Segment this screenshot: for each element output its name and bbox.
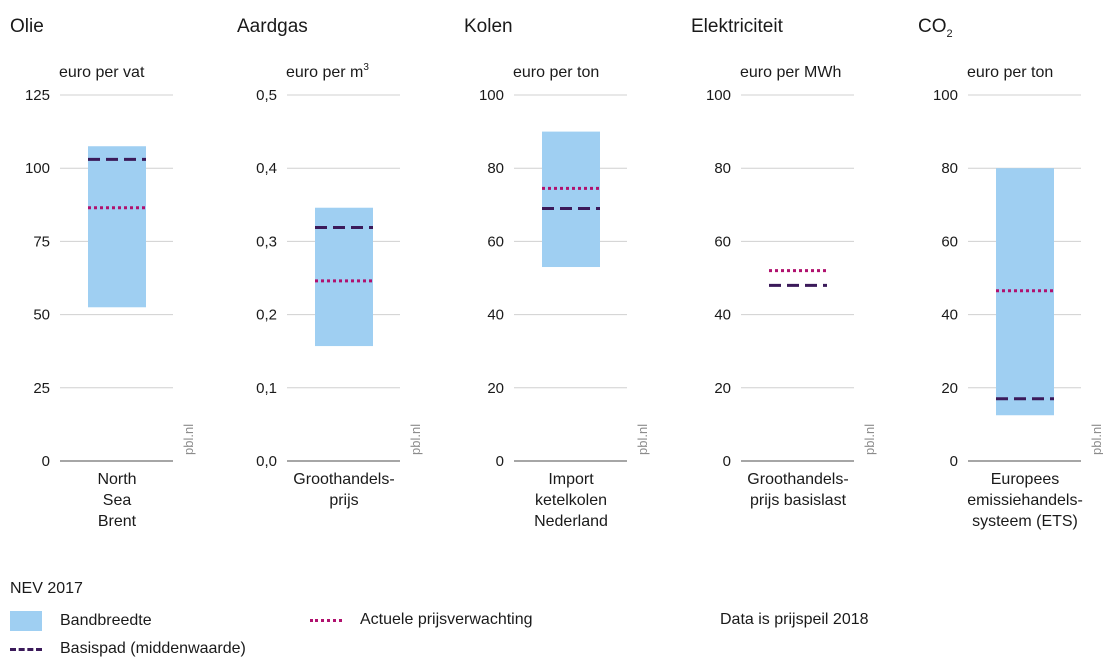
panel3-category-label: Nederland [534, 513, 608, 530]
panel3-tick-label: 0 [496, 453, 504, 470]
panel5-tick-label: 20 [941, 380, 958, 397]
panel1-tick-label: 0 [42, 453, 50, 470]
panel4-unit-label: euro per MWh [740, 64, 841, 81]
panel1-tick-label: 125 [25, 87, 50, 104]
panel5-tick-label: 0 [950, 453, 958, 470]
panel4-tick-label: 0 [723, 453, 731, 470]
panel2-tick-label: 0,2 [256, 307, 277, 324]
panel4-title: Elektriciteit [691, 16, 784, 37]
panel2-unit-label: euro per m3 [286, 62, 369, 81]
panel4-category-label: Groothandels- [747, 471, 848, 488]
panel1-category-label: Brent [98, 513, 137, 530]
panel3-category-label: ketelkolen [535, 492, 607, 509]
panel4-category-label: prijs basislast [750, 492, 847, 509]
panel4-tick-label: 40 [714, 307, 731, 324]
panel5-unit-label: euro per ton [967, 64, 1053, 81]
panel4-watermark: pbl.nl [862, 424, 877, 455]
panel2-category-label: Groothandels- [293, 471, 394, 488]
panel3-tick-label: 40 [487, 307, 504, 324]
panel4-tick-label: 60 [714, 233, 731, 250]
panel3-tick-label: 20 [487, 380, 504, 397]
panel5-tick-label: 80 [941, 160, 958, 177]
panel1-category-label: North [97, 471, 136, 488]
panel1-unit-label: euro per vat [59, 64, 145, 81]
panel3-tick-label: 60 [487, 233, 504, 250]
panel5-tick-label: 60 [941, 233, 958, 250]
panel1-tick-label: 75 [33, 233, 50, 250]
panel4-tick-label: 100 [706, 87, 731, 104]
panel5-tick-label: 40 [941, 307, 958, 324]
panel1-watermark: pbl.nl [181, 424, 196, 455]
panel1-tick-label: 25 [33, 380, 50, 397]
panel2-watermark: pbl.nl [408, 424, 423, 455]
panel1-range-band [88, 146, 146, 308]
panel2-tick-label: 0,0 [256, 453, 277, 470]
panel1-category-label: Sea [103, 492, 132, 509]
panel3-watermark: pbl.nl [635, 424, 650, 455]
panel5-tick-label: 100 [933, 87, 958, 104]
panel2-tick-label: 0,1 [256, 380, 277, 397]
panel5-category-label: Europees [991, 471, 1060, 488]
panel2-category-label: prijs [329, 492, 358, 509]
panel5-title: CO2 [918, 16, 953, 40]
panel2-title: Aardgas [237, 16, 308, 37]
panel5-watermark: pbl.nl [1089, 424, 1103, 455]
panel2-range-band [315, 207, 373, 347]
panel2-tick-label: 0,3 [256, 233, 277, 250]
panel4-tick-label: 20 [714, 380, 731, 397]
panel5-category-label: systeem (ETS) [972, 513, 1078, 530]
panel3-unit-label: euro per ton [513, 64, 599, 81]
panel3-category-label: Import [548, 471, 594, 488]
panel3-tick-label: 80 [487, 160, 504, 177]
panel5-category-label: emissiehandels- [967, 492, 1083, 509]
panel1-tick-label: 100 [25, 160, 50, 177]
panel2-tick-label: 0,4 [256, 160, 277, 177]
panel1-title: Olie [10, 16, 44, 37]
panel3-title: Kolen [464, 16, 513, 37]
panel1-tick-label: 50 [33, 307, 50, 324]
panel2-tick-label: 0,5 [256, 87, 277, 104]
panel3-tick-label: 100 [479, 87, 504, 104]
panel4-tick-label: 80 [714, 160, 731, 177]
panel3-range-band [542, 131, 600, 268]
